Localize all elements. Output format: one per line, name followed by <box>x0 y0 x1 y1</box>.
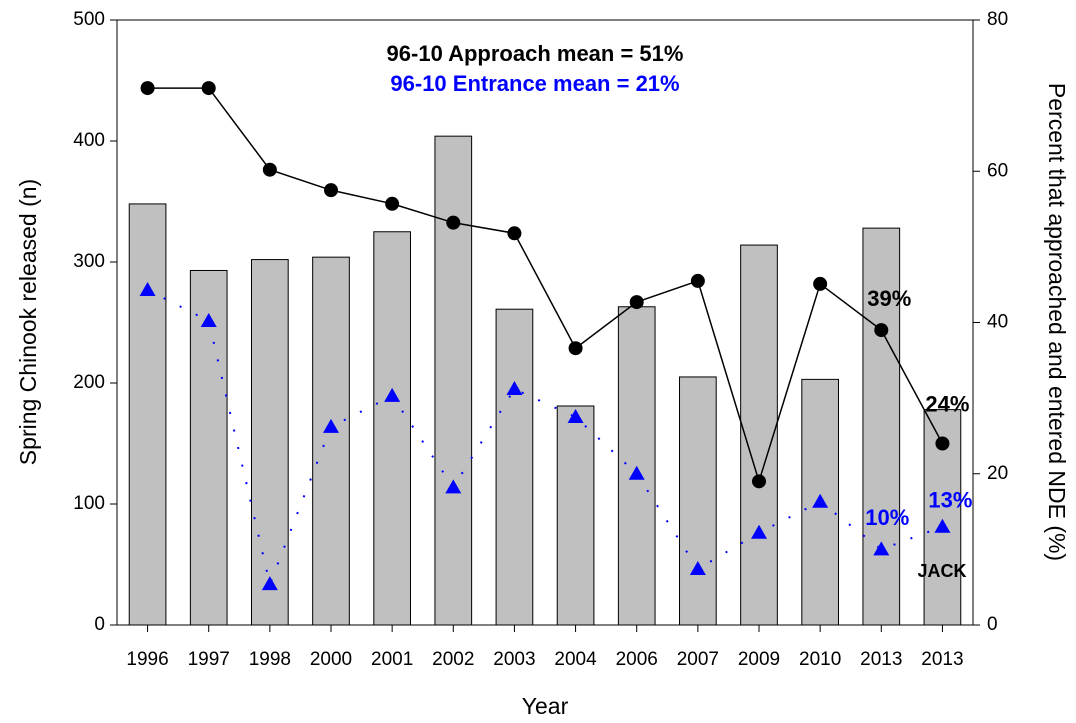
y-tick-label: 500 <box>73 9 105 30</box>
annotation: JACK <box>917 561 966 581</box>
marker <box>873 541 890 556</box>
value-label: 10% <box>865 505 909 530</box>
marker <box>813 276 828 291</box>
x-axis-label: Year <box>522 693 569 719</box>
y2-axis-label: Percent that approached and entered NDE … <box>1044 83 1070 561</box>
bar <box>495 308 534 626</box>
marker <box>262 162 277 177</box>
marker <box>629 295 644 310</box>
y2-tick-label: 0 <box>987 614 998 635</box>
marker <box>201 81 216 96</box>
x-tick-label: 2007 <box>677 649 719 670</box>
x-tick-label: 1996 <box>126 649 168 670</box>
marker <box>384 387 401 402</box>
value-label: 39% <box>867 286 911 311</box>
marker <box>934 518 951 533</box>
y-tick-label: 300 <box>73 251 105 272</box>
bar <box>434 135 473 626</box>
marker <box>689 561 706 576</box>
x-tick-label: 2002 <box>432 649 474 670</box>
x-tick-label: 2000 <box>310 649 352 670</box>
marker <box>812 493 829 508</box>
marker <box>628 465 645 480</box>
marker <box>323 418 339 433</box>
marker <box>567 409 584 424</box>
x-tick-label: 1997 <box>188 649 230 670</box>
annotation: 96-10 Entrance mean = 21% <box>390 71 679 96</box>
marker <box>568 341 583 356</box>
bar <box>312 256 350 626</box>
bar <box>556 405 595 626</box>
marker <box>139 281 156 296</box>
marker <box>507 226 522 241</box>
bar <box>189 269 228 626</box>
x-tick-label: 2003 <box>493 649 535 670</box>
x-tick-label: 2006 <box>616 649 658 670</box>
value-label: 24% <box>925 391 969 416</box>
marker <box>446 215 461 230</box>
marker <box>261 576 278 591</box>
marker <box>445 479 462 494</box>
bar <box>373 231 411 626</box>
marker <box>751 524 767 539</box>
bar <box>740 244 778 626</box>
marker <box>690 273 705 288</box>
x-tick-label: 2013 <box>921 649 963 670</box>
x-tick-label: 2004 <box>554 649 597 670</box>
y-tick-label: 100 <box>73 493 105 514</box>
marker <box>874 323 889 338</box>
y2-tick-label: 60 <box>987 160 1008 181</box>
annotation: 96-10 Approach mean = 51% <box>387 41 684 66</box>
plot-frame <box>116 19 974 626</box>
bar <box>679 376 717 626</box>
y2-tick-label: 80 <box>987 9 1008 30</box>
y2-tick-label: 20 <box>987 463 1008 484</box>
marker <box>752 474 766 489</box>
y-axis-label: Spring Chinook released (n) <box>15 179 41 465</box>
x-tick-label: 2013 <box>860 649 902 670</box>
line <box>147 87 944 484</box>
bar <box>862 227 901 626</box>
bar <box>128 203 167 626</box>
y2-tick-label: 40 <box>987 312 1008 333</box>
x-tick-label: 2010 <box>799 649 841 670</box>
x-tick-label: 2001 <box>371 649 413 670</box>
marker <box>324 183 338 198</box>
y-tick-label: 0 <box>94 614 105 635</box>
value-label: 13% <box>928 488 972 513</box>
marker <box>935 436 950 451</box>
y-tick-label: 200 <box>73 372 105 393</box>
marker <box>140 81 155 96</box>
x-tick-label: 2009 <box>738 649 780 670</box>
bar <box>251 259 289 626</box>
marker <box>385 196 400 211</box>
y-tick-label: 400 <box>73 130 105 151</box>
marker <box>200 312 217 327</box>
x-tick-label: 1998 <box>249 649 291 670</box>
marker <box>506 381 523 396</box>
